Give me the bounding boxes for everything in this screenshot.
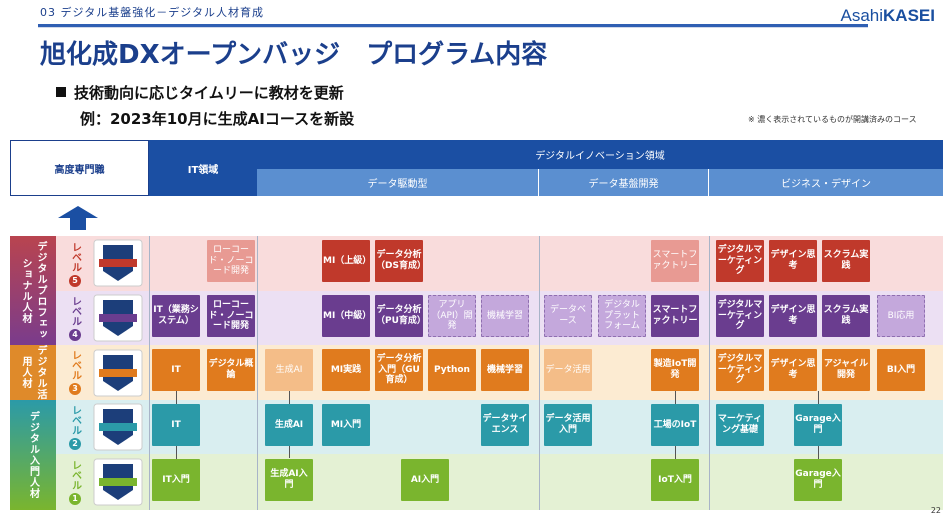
- course-box[interactable]: デジタル概論: [207, 349, 255, 391]
- open-badge-level-1-icon: [93, 458, 143, 506]
- column-divider: [257, 236, 258, 510]
- open-badge-level-5-icon: [93, 239, 143, 287]
- course-box[interactable]: デザイン思考: [769, 295, 817, 337]
- legend-note: ※ 濃く表示されているものが開講済みのコース: [748, 115, 917, 124]
- course-box[interactable]: デジタルマーケティング: [716, 349, 764, 391]
- course-box[interactable]: 機械学習: [481, 295, 529, 337]
- course-box[interactable]: MI（上級）: [322, 240, 371, 282]
- course-box[interactable]: Python: [428, 349, 476, 391]
- header-advanced-professional: 高度専門職: [10, 140, 149, 196]
- level-2-label: レベル 2: [69, 404, 81, 450]
- course-box[interactable]: AI入門: [401, 459, 449, 501]
- level-4-label: レベル 4: [69, 295, 81, 341]
- course-box[interactable]: IT入門: [152, 459, 200, 501]
- company-logo: AsahiKASEI: [840, 6, 936, 25]
- course-box[interactable]: 製造IoT開発: [651, 349, 699, 391]
- course-box[interactable]: MI（中級）: [322, 295, 371, 337]
- course-box[interactable]: 生成AI入門: [265, 459, 313, 501]
- course-box[interactable]: デジタルプラットフォーム: [598, 295, 646, 337]
- header-it-domain: IT領域: [149, 140, 257, 196]
- course-box[interactable]: データ活用入門: [544, 404, 592, 446]
- column-divider: [149, 236, 150, 510]
- level-1-label: レベル 1: [69, 459, 81, 505]
- course-box[interactable]: データ分析（DS育成）: [375, 240, 426, 282]
- course-box[interactable]: デジタルマーケティング: [716, 295, 764, 337]
- bullet-square-icon: [56, 87, 66, 97]
- course-box[interactable]: Garage入門: [794, 459, 842, 501]
- course-box[interactable]: BI応用: [877, 295, 925, 337]
- course-box[interactable]: データベース: [544, 295, 592, 337]
- course-box[interactable]: BI入門: [877, 349, 925, 391]
- header-rule: [38, 24, 868, 27]
- page-title: 旭化成DXオープンバッジ プログラム内容: [40, 40, 548, 70]
- column-divider: [709, 236, 710, 510]
- course-box[interactable]: 工場のIoT: [651, 404, 699, 446]
- course-box[interactable]: アジャイル開発: [822, 349, 870, 391]
- open-badge-level-2-icon: [93, 403, 143, 451]
- column-divider: [539, 236, 540, 510]
- header-business-design: ビジネス・デザイン: [709, 169, 943, 196]
- course-box[interactable]: ローコード・ノーコード開発: [207, 240, 255, 282]
- course-box[interactable]: スマートファクトリー: [651, 240, 699, 282]
- header-data-driven: データ駆動型: [257, 169, 539, 196]
- course-box[interactable]: 生成AI: [265, 404, 313, 446]
- connector-line: [289, 380, 290, 404]
- course-box[interactable]: ローコード・ノーコード開発: [207, 295, 255, 337]
- up-arrow-icon: [58, 206, 98, 230]
- course-box[interactable]: IoT入門: [651, 459, 699, 501]
- category-digital-intro: デジタル入門人材: [10, 400, 56, 510]
- course-box[interactable]: データ分析（PU育成）: [375, 295, 426, 337]
- section-title: 03 デジタル基盤強化－デジタル人材育成: [40, 6, 265, 19]
- course-box[interactable]: デザイン思考: [769, 349, 817, 391]
- category-digital-professional: デジタルプロフェッショナル人材: [10, 236, 56, 345]
- open-badge-level-4-icon: [93, 294, 143, 342]
- course-box[interactable]: スマートファクトリー: [651, 295, 699, 337]
- course-box[interactable]: 生成AI: [265, 349, 313, 391]
- open-badge-level-3-icon: [93, 349, 143, 397]
- header-rule-light: [38, 27, 868, 28]
- connector-line: [289, 444, 290, 458]
- course-box[interactable]: Garage入門: [794, 404, 842, 446]
- course-box[interactable]: IT（業務システム）: [152, 295, 200, 337]
- level-5-label: レベル 5: [69, 241, 81, 287]
- course-box[interactable]: スクラム実践: [822, 295, 870, 337]
- course-box[interactable]: MI入門: [322, 404, 370, 446]
- header-data-platform: データ基盤開発: [539, 169, 709, 196]
- header-digital-innovation: デジタルイノベーション領域: [257, 140, 943, 169]
- course-box[interactable]: MI実践: [322, 349, 370, 391]
- course-box[interactable]: アプリ（API）開発: [428, 295, 476, 337]
- course-box[interactable]: 機械学習: [481, 349, 529, 391]
- course-box[interactable]: スクラム実践: [822, 240, 870, 282]
- example-text: 例：2023年10月に生成AIコースを新設: [80, 110, 355, 128]
- course-box[interactable]: マーケティング基礎: [716, 404, 764, 446]
- level-3-label: レベル 3: [69, 349, 81, 395]
- course-box[interactable]: データ分析入門（GU育成）: [375, 349, 423, 391]
- course-box[interactable]: デザイン思考: [769, 240, 817, 282]
- bullet-point: 技術動向に応じタイムリーに教材を更新: [56, 82, 344, 103]
- course-box[interactable]: データ活用: [544, 349, 592, 391]
- course-box[interactable]: IT: [152, 404, 200, 446]
- course-box[interactable]: デジタルマーケティング: [716, 240, 764, 282]
- category-digital-applied: デジタル活用人材: [10, 345, 56, 400]
- page-number: 22: [930, 506, 941, 515]
- course-box[interactable]: データサイエンス: [481, 404, 529, 446]
- course-box[interactable]: IT: [152, 349, 200, 391]
